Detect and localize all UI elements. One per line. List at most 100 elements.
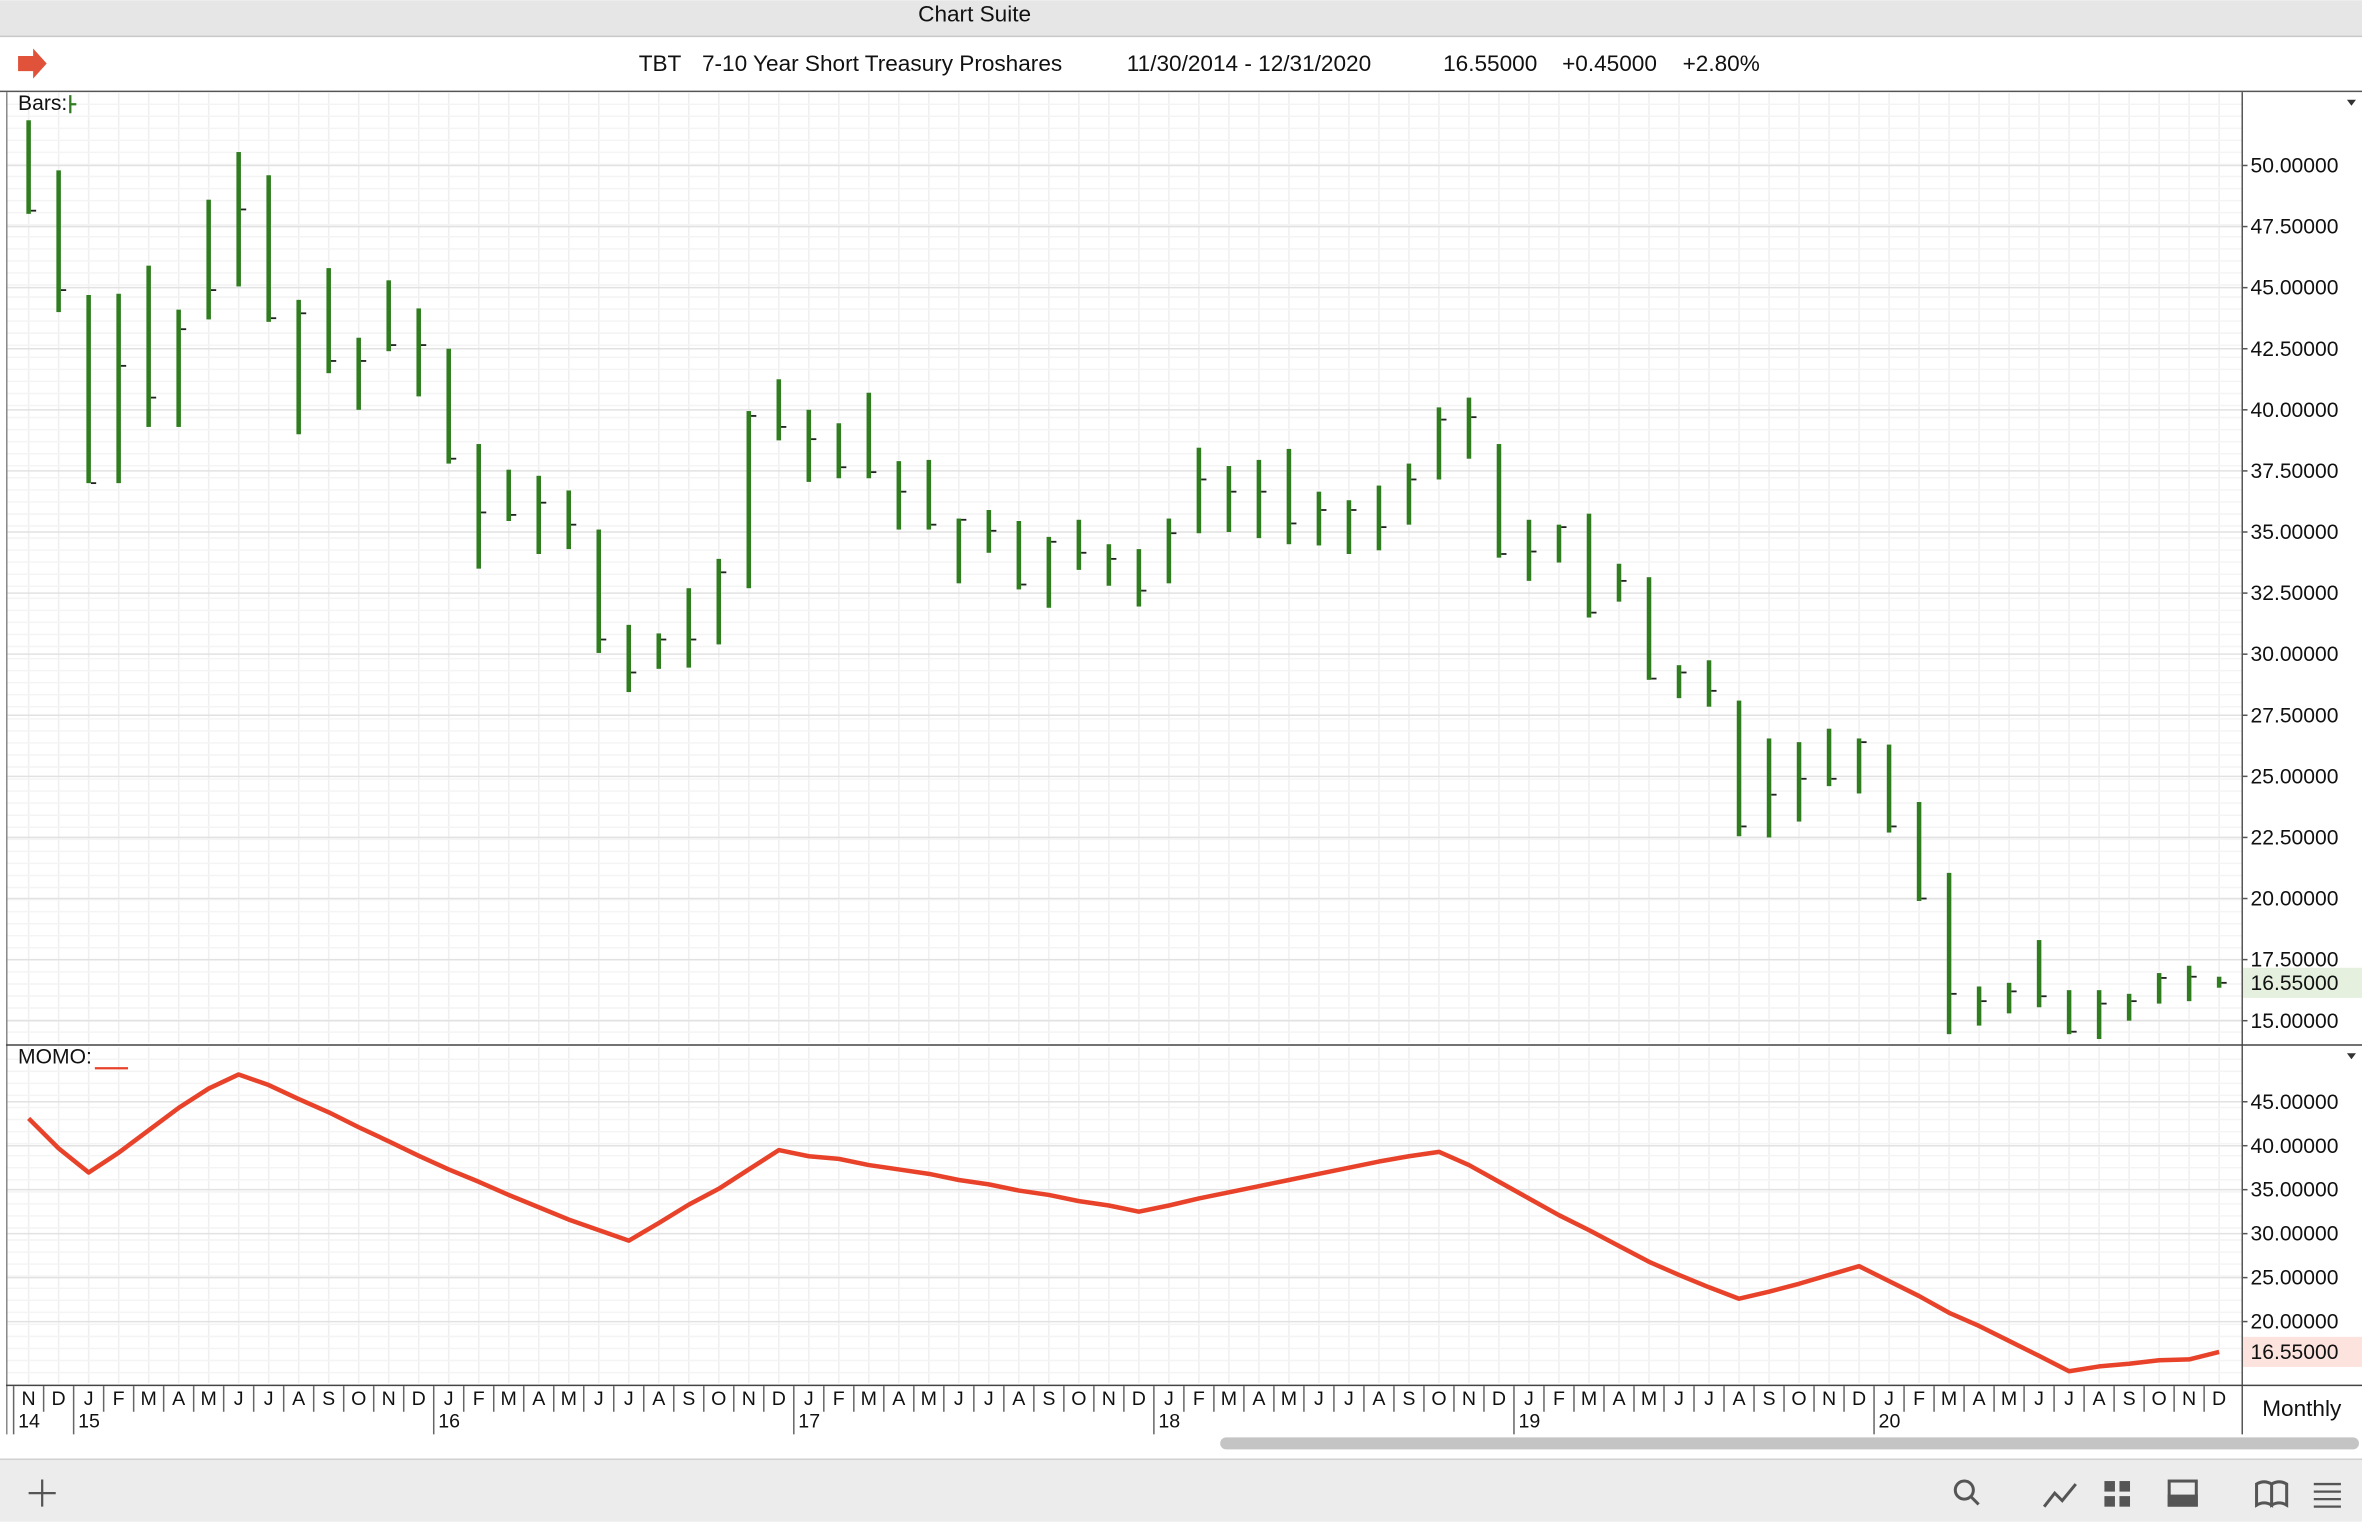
x-tick-label: O [351, 1388, 366, 1410]
ohlc-range [2216, 976, 2222, 988]
y-tick-label: 40.00000 [2251, 399, 2339, 422]
last-price: 16.55000 [1443, 51, 1537, 76]
ohlc-range [2096, 990, 2102, 1040]
ohlc-range [1106, 544, 1112, 586]
ohlc-range [686, 588, 692, 668]
chart-type-button[interactable] [2042, 1483, 2077, 1508]
ohlc-range [1616, 563, 1622, 602]
ohlc-range [26, 120, 31, 214]
ohlc-range [1016, 521, 1022, 590]
x-tick-label: S [1402, 1388, 1415, 1410]
price-change: +0.45000 [1562, 51, 1657, 76]
ohlc-range [1856, 738, 1862, 794]
ohlc-range [2036, 940, 2042, 1008]
ohlc-range [1916, 802, 1922, 901]
ohlc-range [206, 199, 211, 320]
ohlc-range [1946, 872, 1952, 1035]
x-tick-label: J [954, 1388, 964, 1410]
x-tick-label: J [1704, 1388, 1714, 1410]
y-tick-label: 37.50000 [2251, 460, 2339, 483]
x-tick-label: A [1973, 1388, 1987, 1410]
x-tick-label: M [561, 1388, 577, 1410]
ohlc-range [356, 337, 361, 410]
x-tick-label: D [1492, 1388, 1506, 1410]
date-range: 11/30/2014 - 12/31/2020 [1127, 51, 1371, 76]
x-tick-label: J [444, 1388, 454, 1410]
ohlc-range [2126, 993, 2132, 1021]
menu-button[interactable] [2313, 1482, 2341, 1508]
x-tick-label: J [1884, 1388, 1894, 1410]
interval-selector[interactable]: Monthly [2262, 1396, 2342, 1421]
ohlc-range [2066, 990, 2072, 1035]
y-tick-label: 22.50000 [2251, 827, 2339, 850]
x-tick-label: F [113, 1388, 125, 1410]
ohlc-range [656, 633, 662, 669]
y-tick-label: 45.00000 [2251, 1091, 2339, 1114]
y-tick-label: 30.00000 [2251, 1223, 2339, 1246]
x-tick-label: N [1102, 1388, 1116, 1410]
ohlc-range [776, 379, 782, 441]
y-tick-label: 20.00000 [2251, 888, 2339, 911]
panel-button[interactable] [2167, 1479, 2198, 1507]
x-tick-label: J [1674, 1388, 1684, 1410]
x-tick-label: J [1164, 1388, 1174, 1410]
x-tick-label: M [501, 1388, 517, 1410]
ohlc-range [446, 348, 451, 464]
ohlc-range [1196, 447, 1202, 534]
y-tick-label: 42.50000 [2251, 338, 2339, 361]
y-tick-label: 47.50000 [2251, 216, 2339, 239]
x-tick-label: J [2064, 1388, 2074, 1410]
ohlc-range [866, 392, 872, 479]
x-tick-label: A [1012, 1388, 1026, 1410]
x-year-label: 16 [438, 1410, 460, 1432]
x-year-label: 15 [78, 1410, 100, 1432]
legend-glyph [69, 95, 77, 114]
ohlc-range [146, 265, 151, 427]
x-tick-label: J [804, 1388, 814, 1410]
add-button[interactable] [28, 1479, 56, 1507]
search-button[interactable] [1953, 1479, 1980, 1506]
last-value-label: 16.55000 [2251, 1341, 2339, 1364]
ohlc-range [1256, 459, 1262, 539]
ohlc-range [1976, 986, 1982, 1026]
last-value-tag [2242, 967, 2362, 998]
ohlc-range [386, 280, 391, 352]
x-tick-label: S [682, 1388, 695, 1410]
panel-menu[interactable] [2346, 1053, 2356, 1060]
arrow-button[interactable] [18, 48, 47, 79]
x-tick-label: A [2093, 1388, 2107, 1410]
last-value-label: 16.55000 [2251, 972, 2339, 995]
x-tick-label: O [1071, 1388, 1086, 1410]
x-tick-label: M [1941, 1388, 1957, 1410]
book-button[interactable] [2255, 1480, 2289, 1508]
x-tick-label: M [1281, 1388, 1297, 1410]
momentum-line [27, 1072, 2220, 1374]
ohlc-range [1136, 549, 1142, 607]
x-tick-label: M [1221, 1388, 1237, 1410]
ohlc-range [476, 444, 481, 569]
y-tick-label: 50.00000 [2251, 155, 2339, 178]
x-tick-label: J [594, 1388, 604, 1410]
x-tick-label: M [2001, 1388, 2017, 1410]
x-tick-label: N [382, 1388, 396, 1410]
x-tick-label: D [1132, 1388, 1146, 1410]
scrollbar[interactable] [1220, 1437, 2359, 1450]
y-tick-label: 25.00000 [2251, 1267, 2339, 1290]
x-tick-label: F [1913, 1388, 1925, 1410]
y-tick-label: 27.50000 [2251, 704, 2339, 727]
x-tick-label: J [234, 1388, 244, 1410]
x-tick-label: O [2152, 1388, 2167, 1410]
ohlc-range [1376, 485, 1382, 551]
ohlc-range [176, 309, 181, 427]
ohlc-range [266, 175, 271, 322]
ohlc-range [1766, 738, 1772, 838]
title-bar [0, 0, 2362, 37]
panel-menu[interactable] [2346, 99, 2356, 106]
x-tick-label: S [1762, 1388, 1775, 1410]
x-tick-label: D [412, 1388, 426, 1410]
ohlc-range [2156, 973, 2162, 1004]
layout-button[interactable] [2104, 1481, 2131, 1507]
ohlc-range [296, 299, 301, 435]
ohlc-range [1826, 728, 1832, 787]
